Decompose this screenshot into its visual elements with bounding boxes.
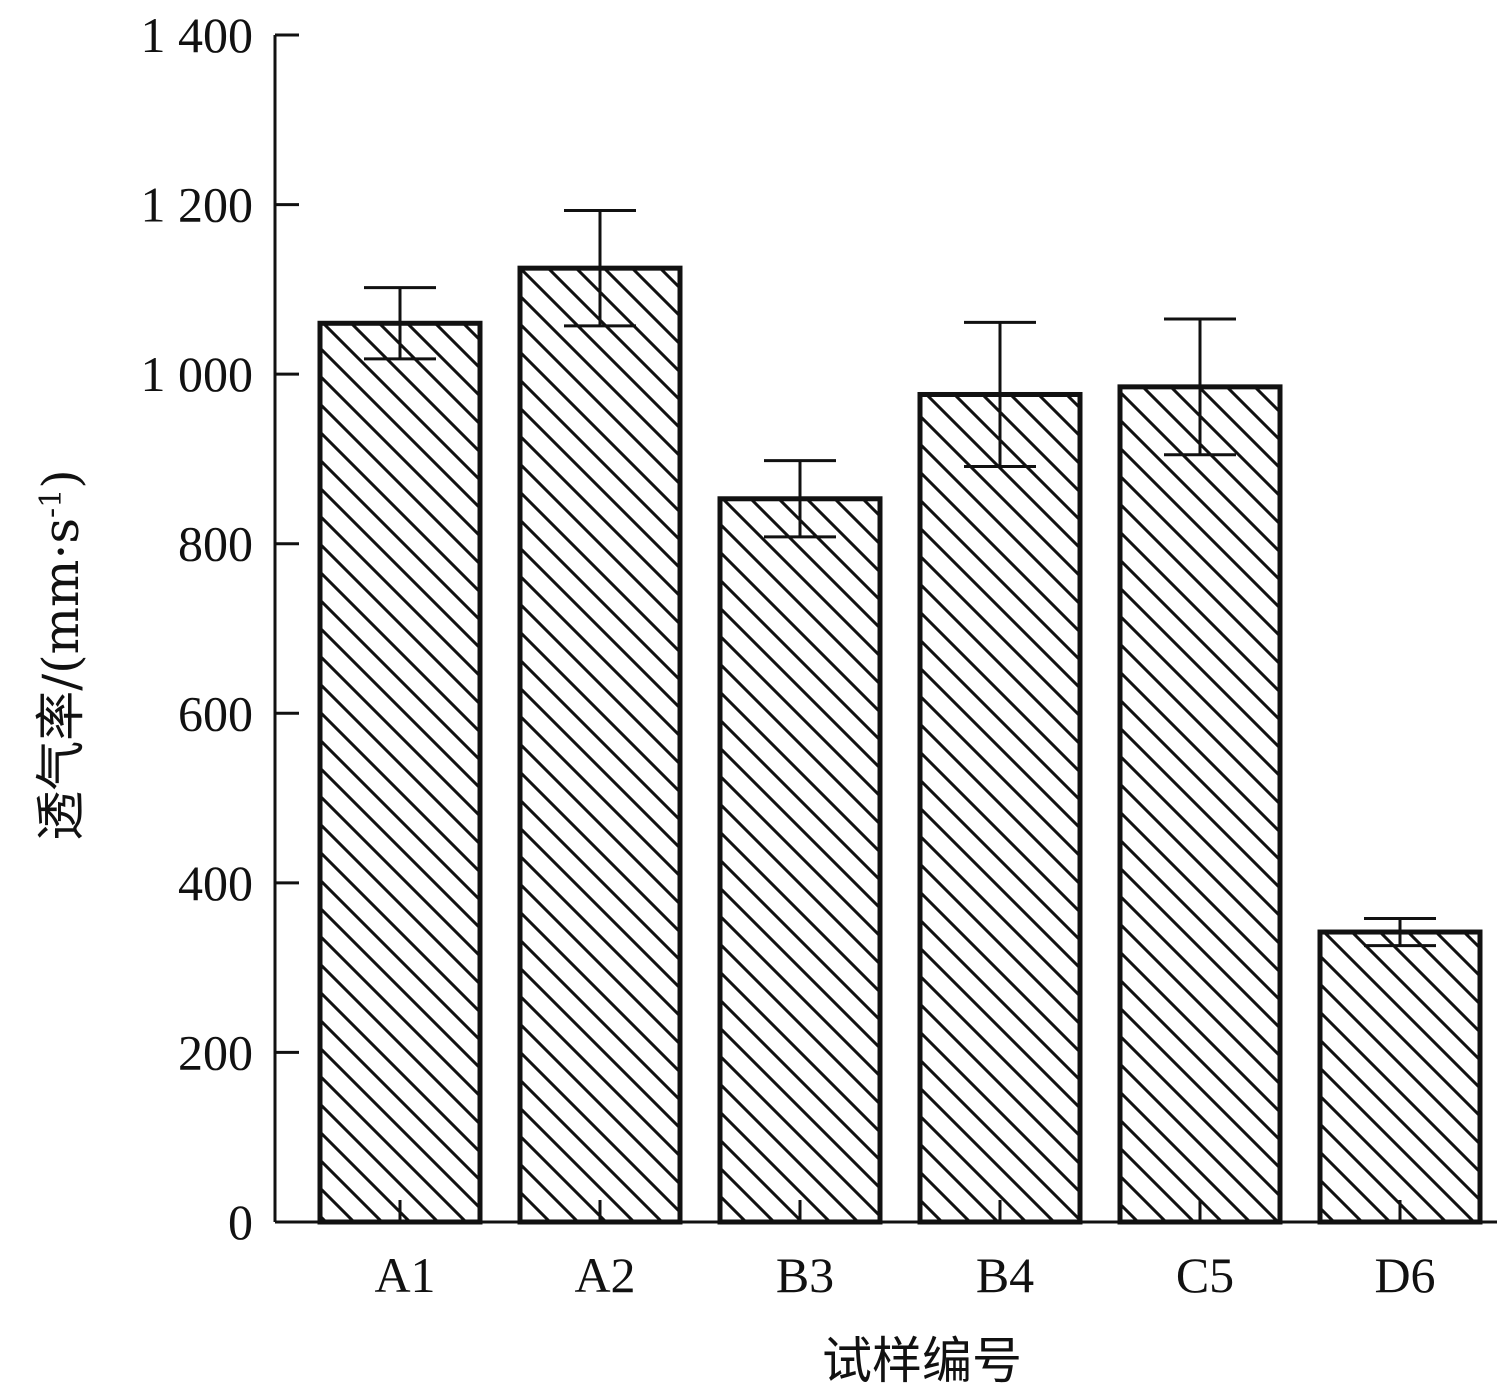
y-axis-title: 透气率/(mm·s-1) bbox=[32, 469, 90, 840]
error-bar-A2 bbox=[564, 209, 636, 328]
bar-B3 bbox=[717, 496, 883, 1225]
bar-C5 bbox=[1117, 384, 1283, 1225]
category-label-A2: A2 bbox=[574, 1247, 635, 1303]
y-tick-label: 600 bbox=[178, 685, 253, 741]
category-label-A1: A1 bbox=[374, 1247, 435, 1303]
error-bar-C5 bbox=[1164, 317, 1236, 457]
y-tick-label: 800 bbox=[178, 516, 253, 572]
bar-A1 bbox=[317, 320, 483, 1225]
bar-B4 bbox=[917, 391, 1083, 1225]
y-tick-label: 1 000 bbox=[141, 346, 254, 402]
error-bar-D6 bbox=[1364, 916, 1436, 948]
error-bars-layer bbox=[364, 209, 1436, 948]
category-label-B4: B4 bbox=[976, 1247, 1034, 1303]
axes bbox=[273, 35, 1497, 1224]
y-tick-label: 1 400 bbox=[141, 7, 254, 63]
y-tick-label: 0 bbox=[228, 1194, 253, 1250]
y-tick-label: 1 200 bbox=[141, 177, 254, 233]
category-label-C5: C5 bbox=[1176, 1247, 1234, 1303]
y-axis-title-main: 透气率/(mm·s bbox=[32, 518, 90, 841]
category-label-B3: B3 bbox=[776, 1247, 834, 1303]
bars-layer bbox=[317, 265, 1483, 1225]
error-bar-B3 bbox=[764, 459, 836, 539]
y-ticks: 0 200 400 600 800 1 000 1 200 1 400 bbox=[141, 7, 1402, 1250]
y-axis-title-suffix: ) bbox=[32, 469, 90, 489]
bar-D6 bbox=[1317, 929, 1483, 1225]
category-label-D6: D6 bbox=[1374, 1247, 1435, 1303]
bar-A2 bbox=[517, 265, 683, 1225]
error-bar-B4 bbox=[964, 320, 1036, 469]
y-axis-title-superscript: -1 bbox=[34, 489, 69, 518]
y-tick-label: 400 bbox=[178, 855, 253, 911]
x-axis-title: 试样编号 bbox=[822, 1332, 1022, 1390]
error-bar-A1 bbox=[364, 286, 436, 361]
x-category-labels: A1 A2 B3 B4 C5 D6 bbox=[374, 1247, 1435, 1303]
y-tick-label: 200 bbox=[178, 1024, 253, 1080]
